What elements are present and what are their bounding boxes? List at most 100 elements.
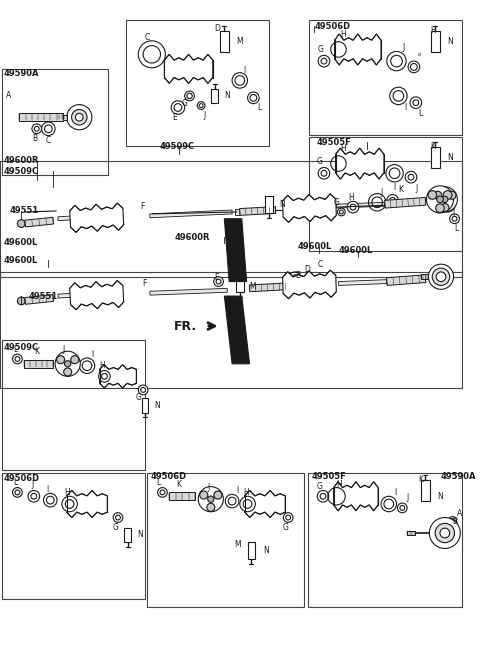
Polygon shape [338, 279, 387, 285]
Text: I: I [453, 209, 455, 218]
Text: K: K [34, 347, 39, 356]
Circle shape [32, 124, 42, 134]
Polygon shape [150, 289, 228, 295]
Text: 49590A: 49590A [441, 472, 477, 482]
Circle shape [207, 503, 215, 512]
Polygon shape [25, 295, 54, 304]
Text: D: D [305, 266, 311, 274]
Text: J: J [207, 483, 209, 492]
Circle shape [185, 91, 194, 101]
Text: M: M [236, 37, 242, 47]
Polygon shape [431, 31, 440, 52]
Circle shape [17, 297, 25, 305]
Circle shape [240, 497, 255, 512]
Circle shape [318, 167, 330, 179]
Polygon shape [142, 398, 148, 413]
Circle shape [432, 268, 450, 285]
Text: 49509C: 49509C [4, 167, 39, 176]
Polygon shape [283, 194, 336, 222]
Text: H: H [244, 488, 250, 497]
Circle shape [64, 368, 72, 376]
Circle shape [441, 203, 449, 212]
Text: o: o [418, 52, 421, 57]
Circle shape [197, 102, 205, 110]
Polygon shape [70, 203, 124, 232]
Text: A: A [456, 509, 462, 518]
Polygon shape [100, 365, 136, 388]
Polygon shape [224, 296, 250, 364]
Text: N: N [447, 154, 453, 162]
Polygon shape [211, 89, 218, 103]
Circle shape [440, 528, 450, 538]
Circle shape [17, 220, 25, 228]
Text: H: H [340, 144, 346, 153]
Text: 49590A: 49590A [4, 69, 39, 78]
Polygon shape [240, 207, 276, 215]
Text: 49551: 49551 [10, 207, 39, 215]
Bar [2, 340, 145, 470]
Text: N: N [263, 546, 269, 555]
Text: C: C [46, 136, 51, 145]
Text: J: J [402, 43, 405, 52]
Circle shape [428, 191, 437, 199]
Circle shape [432, 187, 457, 212]
Text: 49505F: 49505F [312, 472, 346, 482]
Circle shape [337, 208, 345, 216]
Text: 49600R: 49600R [174, 233, 210, 241]
Text: N: N [447, 37, 453, 47]
Bar [126, 20, 269, 146]
Text: G: G [317, 45, 323, 54]
Circle shape [449, 516, 456, 524]
Text: 49551: 49551 [29, 291, 58, 300]
Text: H: H [64, 488, 70, 497]
Polygon shape [58, 292, 90, 298]
Circle shape [434, 192, 442, 199]
Circle shape [318, 55, 330, 67]
Text: 49600L: 49600L [4, 256, 38, 265]
Polygon shape [70, 281, 124, 310]
Text: 49505F: 49505F [316, 138, 351, 147]
Text: I: I [47, 485, 48, 494]
Polygon shape [420, 274, 428, 279]
Text: N: N [155, 401, 160, 410]
Polygon shape [235, 209, 240, 215]
Circle shape [67, 104, 92, 130]
Text: L: L [13, 345, 18, 354]
Polygon shape [334, 482, 378, 511]
Text: J: J [416, 184, 418, 194]
Polygon shape [220, 31, 228, 52]
Text: E: E [172, 113, 177, 121]
Circle shape [436, 272, 446, 281]
Text: I: I [91, 350, 93, 359]
Circle shape [428, 264, 454, 289]
Circle shape [317, 491, 329, 502]
Circle shape [138, 385, 148, 395]
Text: G: G [316, 157, 322, 166]
Polygon shape [248, 542, 255, 559]
Circle shape [283, 513, 293, 522]
Text: N: N [224, 91, 230, 100]
Polygon shape [19, 113, 63, 121]
Text: 49506D: 49506D [151, 472, 187, 482]
Polygon shape [384, 197, 426, 208]
Polygon shape [236, 275, 244, 292]
Circle shape [198, 487, 223, 512]
Text: B: B [453, 517, 458, 526]
Polygon shape [407, 531, 415, 535]
Text: K: K [431, 142, 435, 151]
Text: L: L [13, 478, 18, 487]
Text: J: J [406, 493, 408, 502]
Polygon shape [24, 360, 53, 367]
Text: G: G [182, 99, 188, 108]
Polygon shape [169, 493, 195, 500]
Text: I: I [236, 486, 238, 495]
Text: L: L [419, 109, 423, 118]
Text: H: H [340, 30, 346, 39]
Text: H: H [431, 26, 436, 35]
Polygon shape [386, 275, 426, 285]
Polygon shape [265, 195, 273, 213]
Polygon shape [59, 115, 67, 119]
Circle shape [214, 277, 223, 287]
Text: M: M [250, 282, 256, 291]
Text: H: H [348, 193, 354, 202]
